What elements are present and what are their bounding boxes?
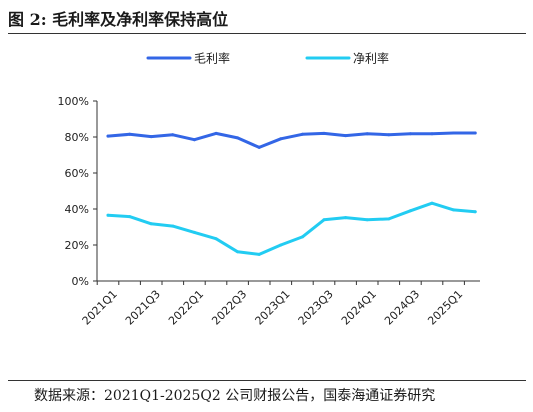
- legend-label: 毛利率: [194, 51, 230, 66]
- data-point: [128, 215, 132, 219]
- x-tick-label: 2022Q3: [209, 288, 249, 328]
- x-tick-label: 2021Q3: [123, 288, 163, 328]
- data-point: [279, 243, 283, 247]
- y-tick-label: 0%: [72, 275, 89, 288]
- series-line-series: [106, 131, 477, 149]
- data-point: [128, 132, 132, 136]
- data-point: [257, 145, 261, 149]
- y-tick-label: 20%: [65, 239, 89, 252]
- data-point: [365, 218, 369, 222]
- data-point: [214, 131, 218, 135]
- data-point: [322, 218, 326, 222]
- data-point: [192, 230, 196, 234]
- y-axis: 0% 20% 40% 60% 80% 100%: [58, 95, 98, 288]
- legend-label: 净利率: [353, 51, 389, 66]
- data-point: [452, 131, 456, 135]
- y-tick-label: 60%: [65, 167, 89, 180]
- data-point: [473, 131, 477, 135]
- x-tick-label: 2021Q1: [80, 288, 120, 328]
- x-tick-label: 2023Q3: [296, 288, 336, 328]
- data-point: [106, 213, 110, 217]
- series-line-series: [106, 201, 477, 256]
- x-tick-label: 2022Q1: [166, 288, 206, 328]
- data-point: [171, 224, 175, 228]
- data-point: [279, 137, 283, 141]
- data-point: [214, 237, 218, 241]
- data-point: [236, 250, 240, 254]
- data-point: [257, 252, 261, 256]
- figure-title: 图 2: 毛利率及净利率保持高位: [8, 10, 229, 29]
- y-tick-label: 100%: [58, 95, 89, 108]
- legend: 毛利率 净利率: [146, 51, 389, 66]
- data-point: [387, 133, 391, 137]
- title-divider: [8, 33, 526, 34]
- source-divider: [8, 380, 526, 381]
- x-tick-label: 2024Q1: [339, 288, 379, 328]
- data-point: [192, 138, 196, 142]
- data-point: [408, 209, 412, 213]
- x-tick-label: 2025Q1: [425, 288, 465, 328]
- data-point: [236, 136, 240, 140]
- data-point: [430, 201, 434, 205]
- series-layer: [106, 131, 477, 256]
- data-point: [365, 132, 369, 136]
- x-axis: 2021Q1 2021Q3 2022Q1 2022Q3 2023Q1 2023Q3 2024…: [80, 280, 480, 328]
- y-tick-label: 40%: [65, 203, 89, 216]
- data-point: [171, 133, 175, 137]
- data-point: [149, 222, 153, 226]
- data-point: [106, 134, 110, 138]
- data-point: [344, 134, 348, 138]
- data-point: [149, 135, 153, 139]
- data-point: [387, 217, 391, 221]
- x-tick-label: 2024Q3: [382, 288, 422, 328]
- data-point: [473, 210, 477, 214]
- data-point: [452, 208, 456, 212]
- x-tick-label: 2023Q1: [253, 288, 293, 328]
- data-point: [408, 132, 412, 136]
- y-tick-label: 80%: [65, 131, 89, 144]
- data-point: [300, 132, 304, 136]
- data-source-note: 数据来源：2021Q1-2025Q2 公司财报公告，国泰海通证券研究: [34, 388, 436, 404]
- data-point: [344, 216, 348, 220]
- data-point: [300, 235, 304, 239]
- data-point: [430, 132, 434, 136]
- line-chart: 毛利率 净利率 0%20%40%60%80%100% 2021Q1 2021Q3 20…: [58, 51, 480, 328]
- data-point: [322, 131, 326, 135]
